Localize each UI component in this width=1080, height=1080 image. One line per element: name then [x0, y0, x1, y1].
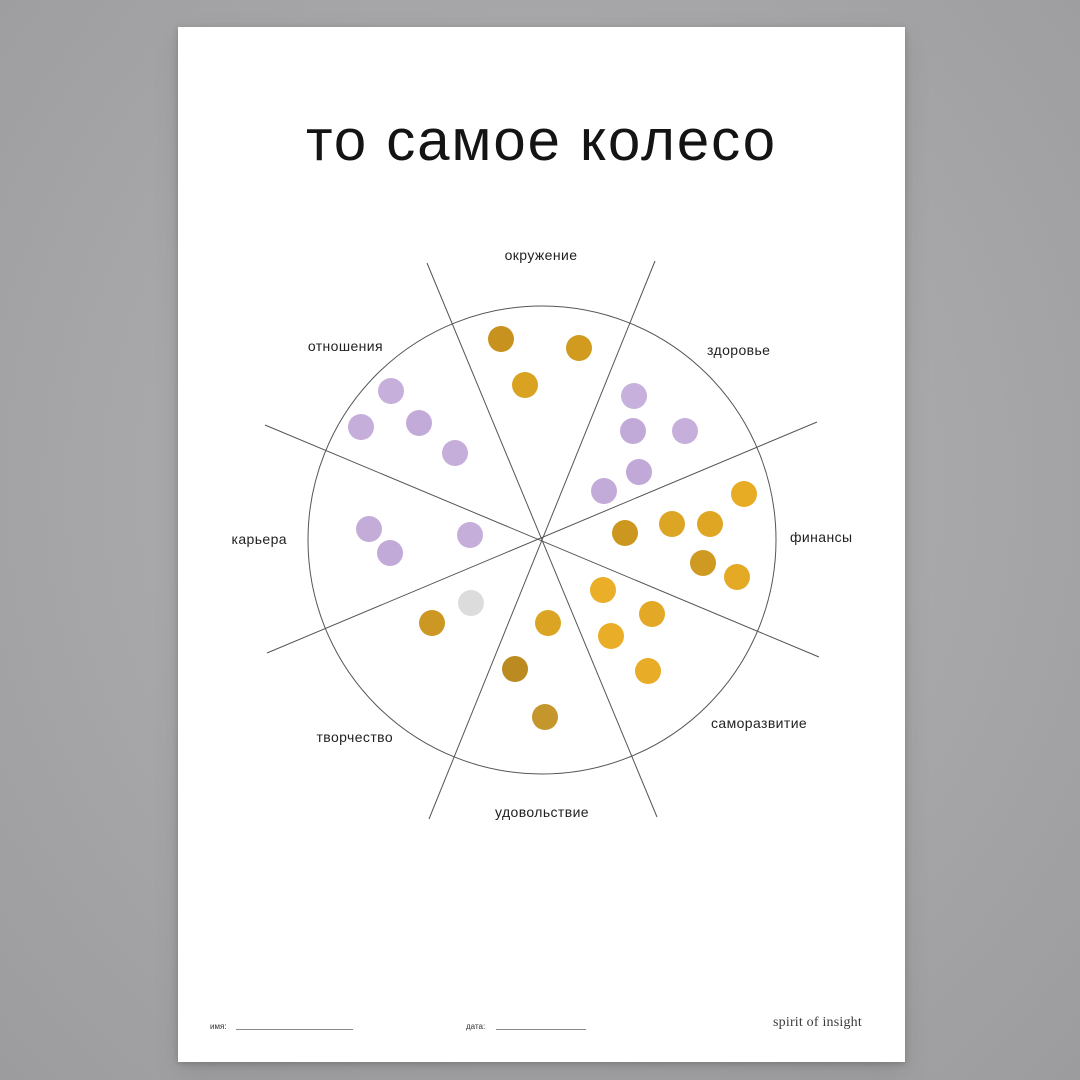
divider-line	[428, 260, 656, 820]
segment-label-karera: карьера	[232, 531, 287, 547]
gold-sticker	[697, 511, 723, 537]
lavender-sticker	[672, 418, 698, 444]
yellow-sticker	[731, 481, 757, 507]
gold-sticker	[535, 610, 561, 636]
brand-logo: spirit of insight	[773, 1015, 862, 1030]
lavender-sticker	[626, 459, 652, 485]
lavender-sticker	[591, 478, 617, 504]
lavender-sticker	[406, 410, 432, 436]
lavender-sticker	[457, 522, 483, 548]
segment-label-samorazvitie: саморазвитие	[711, 715, 807, 731]
stickers-tvorchestvo	[419, 590, 484, 636]
divider-line	[266, 421, 818, 654]
gold-sticker	[512, 372, 538, 398]
stickers-finansy	[612, 481, 757, 590]
date-field[interactable]	[496, 1029, 586, 1030]
segment-label-otnosheniya: отношения	[308, 338, 383, 354]
segment-label-udovolstvie: удовольствие	[495, 804, 589, 820]
wheel-circle	[307, 305, 777, 775]
stickers-udovolstvie	[502, 610, 561, 730]
gold-sticker	[419, 610, 445, 636]
divider-line	[264, 424, 820, 658]
stickers-otnosheniya	[348, 378, 468, 466]
gold-sticker	[566, 335, 592, 361]
life-wheel: окружение здоровье финансы саморазвитие …	[232, 247, 853, 820]
name-label: имя:	[210, 1022, 227, 1031]
yellow-sticker	[590, 577, 616, 603]
gold-sticker	[488, 326, 514, 352]
wheel-dividers	[264, 260, 820, 820]
poster-title: то самое колесо	[305, 108, 778, 173]
segment-label-finansy: финансы	[790, 529, 852, 545]
lavender-sticker	[620, 418, 646, 444]
yellow-sticker	[724, 564, 750, 590]
lavender-sticker	[377, 540, 403, 566]
gold-sticker	[502, 656, 528, 682]
date-label: дата:	[466, 1022, 486, 1031]
stickers-karera	[356, 516, 483, 566]
lavender-sticker	[356, 516, 382, 542]
segment-label-tvorchestvo: творчество	[316, 729, 393, 745]
yellow-sticker	[635, 658, 661, 684]
segment-label-zdorovye: здоровье	[707, 342, 770, 358]
name-field[interactable]	[236, 1029, 353, 1030]
yellow-sticker	[639, 601, 665, 627]
silver-sticker	[458, 590, 484, 616]
segment-label-okruzhenie: окружение	[505, 247, 578, 263]
yellow-sticker	[598, 623, 624, 649]
wheel-poster: то самое колесо окружение здоровье финан…	[178, 27, 905, 1062]
gold-sticker	[659, 511, 685, 537]
stickers-zdorovye	[591, 383, 698, 504]
lavender-sticker	[378, 378, 404, 404]
gold-sticker	[690, 550, 716, 576]
stickers-samorazvitie	[590, 577, 665, 684]
gold-sticker	[532, 704, 558, 730]
lavender-sticker	[348, 414, 374, 440]
gold-sticker	[612, 520, 638, 546]
stickers-okruzhenie	[488, 326, 592, 398]
lavender-sticker	[442, 440, 468, 466]
lavender-sticker	[621, 383, 647, 409]
